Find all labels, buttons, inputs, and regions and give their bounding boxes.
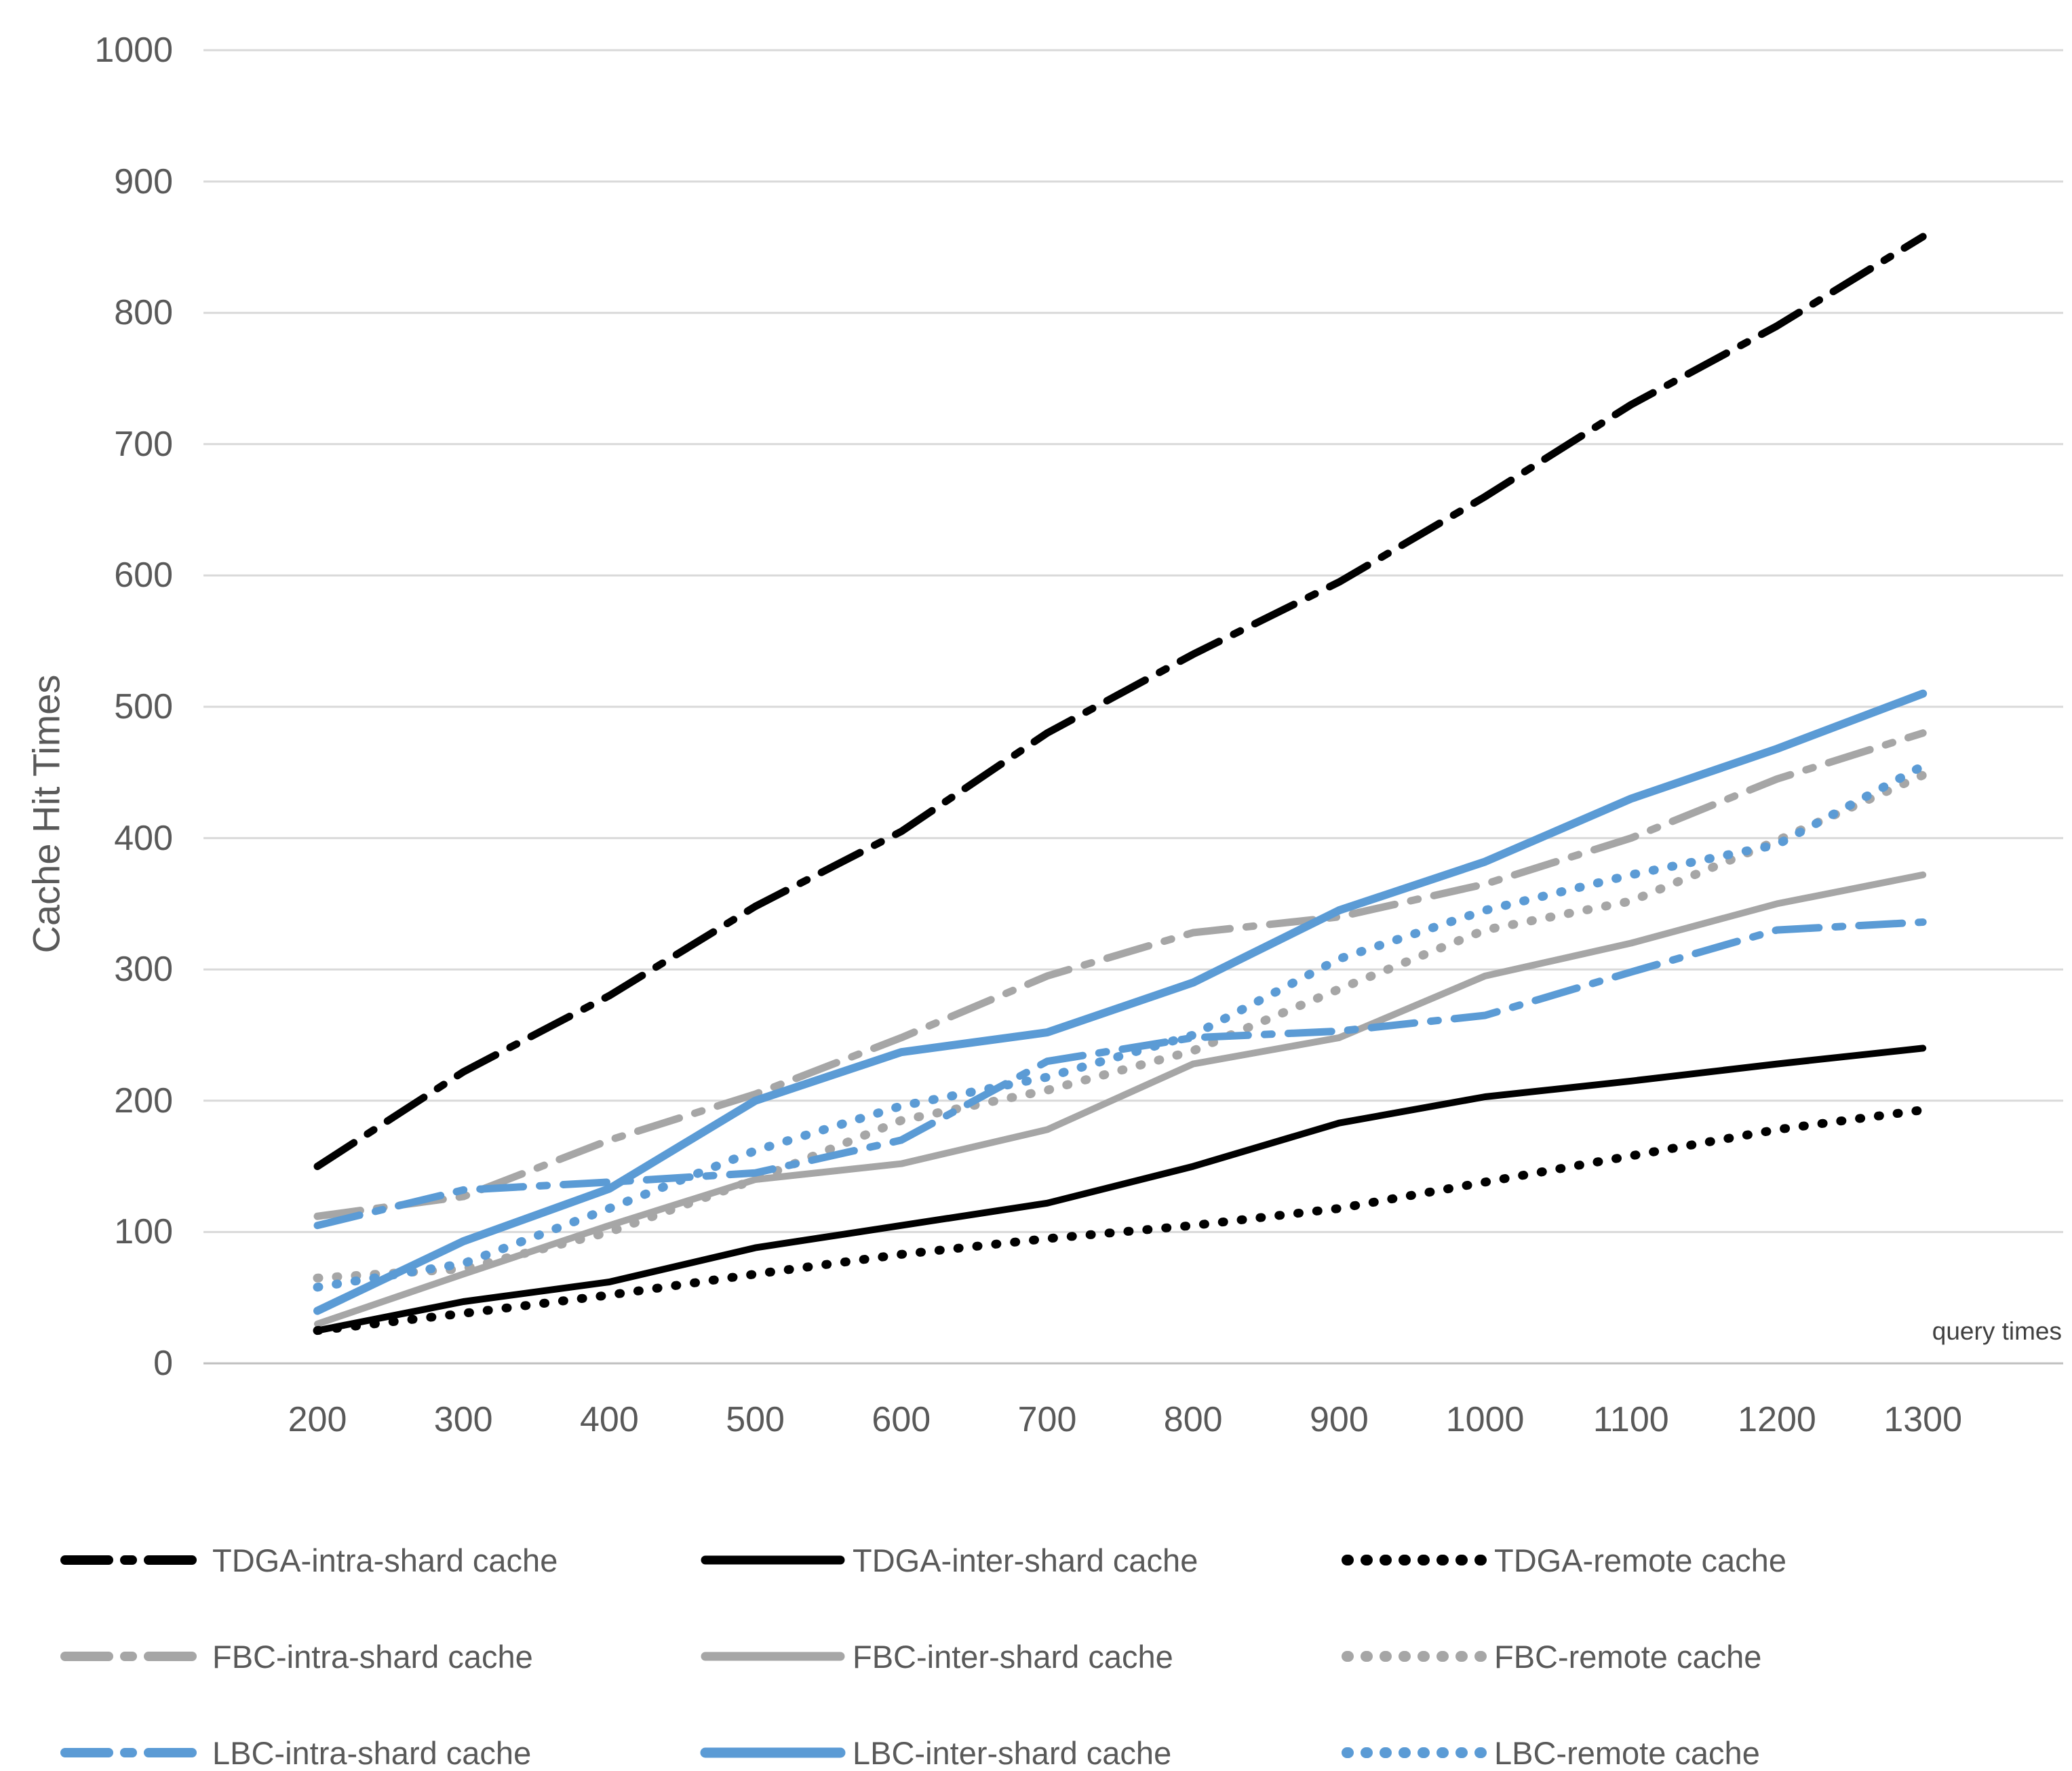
- series-line-lbc-inter-shard-cache: [313, 689, 1928, 1315]
- series-line-lbc-remote-cache: [313, 761, 1928, 1292]
- legend-label-lbc-remote-cache: LBC-remote cache: [1494, 1734, 1760, 1771]
- y-tick-label-200: 200: [114, 1081, 173, 1121]
- x-tick-label-300: 300: [433, 1400, 493, 1439]
- series-line-tdga-intra-shard-cache: [313, 233, 1927, 1171]
- legend-item-tdga-intra-shard-cache: TDGA-intra-shard cache: [60, 1533, 558, 1587]
- legend-item-fbc-intra-shard-cache: FBC-intra-shard cache: [60, 1629, 533, 1684]
- legend-line-sample-fbc-intra-shard-cache: [60, 1652, 205, 1661]
- x-tick-label-1100: 1100: [1592, 1400, 1669, 1439]
- x-tick-label-900: 900: [1310, 1400, 1369, 1439]
- x-tick-label-1000: 1000: [1445, 1400, 1525, 1439]
- y-tick-label-100: 100: [114, 1212, 173, 1252]
- series-line-tdga-remote-cache: [313, 1105, 1928, 1336]
- x-tick-label-1200: 1200: [1738, 1400, 1816, 1439]
- legend-line-sample-tdga-intra-shard-cache: [60, 1555, 205, 1565]
- legend-label-fbc-intra-shard-cache: FBC-intra-shard cache: [212, 1638, 533, 1675]
- x-axis-title: query times: [1932, 1317, 2062, 1345]
- y-tick-label-0: 0: [153, 1344, 173, 1383]
- legend-label-tdga-remote-cache: TDGA-remote cache: [1494, 1542, 1786, 1578]
- legend-line-sample-tdga-remote-cache: [1342, 1555, 1487, 1565]
- legend-item-fbc-remote-cache: FBC-remote cache: [1342, 1629, 1761, 1684]
- legend-item-lbc-inter-shard-cache: LBC-inter-shard cache: [700, 1726, 1171, 1771]
- legend-label-fbc-inter-shard-cache: FBC-inter-shard cache: [853, 1638, 1173, 1675]
- y-tick-label-800: 800: [114, 293, 173, 333]
- series-line-tdga-inter-shard-cache: [314, 1045, 1927, 1334]
- legend-line-sample-fbc-inter-shard-cache: [701, 1652, 845, 1661]
- legend-item-tdga-inter-shard-cache: TDGA-inter-shard cache: [700, 1533, 1198, 1587]
- legend-line-sample-lbc-remote-cache: [1342, 1747, 1487, 1758]
- legend-item-lbc-remote-cache: LBC-remote cache: [1342, 1726, 1760, 1771]
- legend-line-sample-fbc-remote-cache: [1342, 1651, 1487, 1662]
- x-tick-label-1300: 1300: [1883, 1400, 1963, 1439]
- series-line-lbc-intra-shard-cache: [313, 918, 1927, 1230]
- legend-line-sample-tdga-inter-shard-cache: [701, 1555, 845, 1565]
- series-line-fbc-intra-shard-cache: [313, 729, 1927, 1220]
- legend-line-sample-lbc-intra-shard-cache: [60, 1748, 205, 1757]
- legend-label-lbc-inter-shard-cache: LBC-inter-shard cache: [853, 1734, 1172, 1771]
- legend-label-tdga-inter-shard-cache: TDGA-inter-shard cache: [853, 1542, 1198, 1578]
- x-tick-label-500: 500: [726, 1400, 785, 1439]
- y-tick-label-400: 400: [114, 818, 173, 858]
- legend-line-sample-lbc-inter-shard-cache: [700, 1747, 846, 1758]
- legend-item-fbc-inter-shard-cache: FBC-inter-shard cache: [700, 1629, 1173, 1684]
- x-tick-label-600: 600: [872, 1400, 931, 1439]
- y-tick-label-900: 900: [114, 161, 173, 201]
- y-tick-label-700: 700: [114, 424, 173, 464]
- legend-label-lbc-intra-shard-cache: LBC-intra-shard cache: [212, 1734, 532, 1771]
- y-tick-label-300: 300: [114, 950, 173, 990]
- legend-item-tdga-remote-cache: TDGA-remote cache: [1342, 1533, 1786, 1587]
- legend-item-lbc-intra-shard-cache: LBC-intra-shard cache: [60, 1726, 531, 1771]
- series-line-fbc-remote-cache: [313, 771, 1928, 1283]
- legend-label-tdga-intra-shard-cache: TDGA-intra-shard cache: [212, 1542, 558, 1578]
- x-tick-label-800: 800: [1163, 1400, 1223, 1439]
- y-tick-label-500: 500: [114, 687, 173, 726]
- legend-label-fbc-remote-cache: FBC-remote cache: [1494, 1638, 1762, 1675]
- y-tick-label-600: 600: [114, 556, 173, 596]
- x-tick-label-200: 200: [288, 1400, 347, 1439]
- x-tick-label-400: 400: [580, 1400, 639, 1439]
- x-tick-label-700: 700: [1017, 1400, 1077, 1439]
- y-tick-label-1000: 1000: [94, 31, 173, 70]
- series-line-fbc-inter-shard-cache: [314, 871, 1927, 1327]
